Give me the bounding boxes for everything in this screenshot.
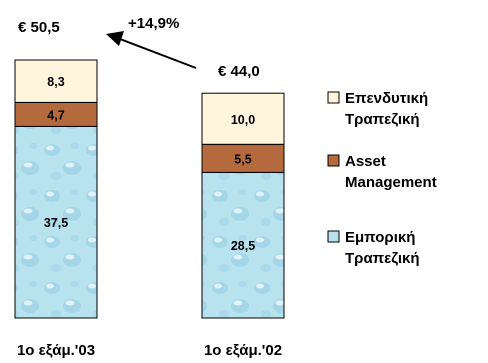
bar-segment-investment-1 bbox=[201, 92, 285, 145]
legend-label-commercial-line2: Τραπεζική bbox=[345, 250, 420, 267]
growth-annotation: +14,9% bbox=[128, 15, 179, 32]
labels-layer: 37,5 4,7 8,3 € 50,5 1ο εξάμ.'03 28,5 5,5 10,0 € … bbox=[17, 15, 282, 359]
data-label-0-0: 37,5 bbox=[44, 216, 68, 230]
bar-segment-commercial-0 bbox=[14, 125, 98, 319]
legend: Επενδυτική Τραπεζική Asset Management Εμπορι… bbox=[327, 90, 437, 267]
legend-label-investment-line1: Επενδυτική bbox=[345, 90, 428, 107]
bar-segment-asset-mgmt-0 bbox=[14, 101, 98, 127]
legend-label-commercial-line1: Εμπορική bbox=[345, 229, 415, 246]
legend-swatch-asset-mgmt bbox=[327, 154, 340, 167]
category-label-0: 1ο εξάμ.'03 bbox=[17, 342, 95, 359]
legend-label-investment-line2: Τραπεζική bbox=[345, 111, 420, 128]
total-label-1: € 44,0 bbox=[218, 63, 260, 80]
bar-segment-asset-mgmt-1 bbox=[201, 143, 285, 173]
data-label-1-0: 4,7 bbox=[47, 108, 64, 122]
bar-segment-commercial-1 bbox=[201, 171, 285, 319]
legend-swatch-investment bbox=[327, 91, 340, 104]
data-label-0-1: 28,5 bbox=[231, 239, 255, 253]
bar-segment-investment-0 bbox=[14, 59, 98, 103]
legend-label-asset-mgmt-line2: Management bbox=[345, 174, 437, 191]
growth-arrow-line bbox=[119, 38, 197, 69]
legend-label-asset-mgmt-line1: Asset bbox=[345, 153, 386, 170]
data-label-1-1: 5,5 bbox=[234, 152, 251, 166]
growth-arrow-head bbox=[106, 31, 124, 46]
legend-swatch-commercial bbox=[327, 230, 340, 243]
data-label-2-1: 10,0 bbox=[231, 113, 255, 127]
total-label-0: € 50,5 bbox=[18, 19, 60, 36]
bars-layer bbox=[14, 59, 285, 319]
category-label-1: 1ο εξάμ.'02 bbox=[204, 342, 282, 359]
data-label-2-0: 8,3 bbox=[47, 75, 64, 89]
